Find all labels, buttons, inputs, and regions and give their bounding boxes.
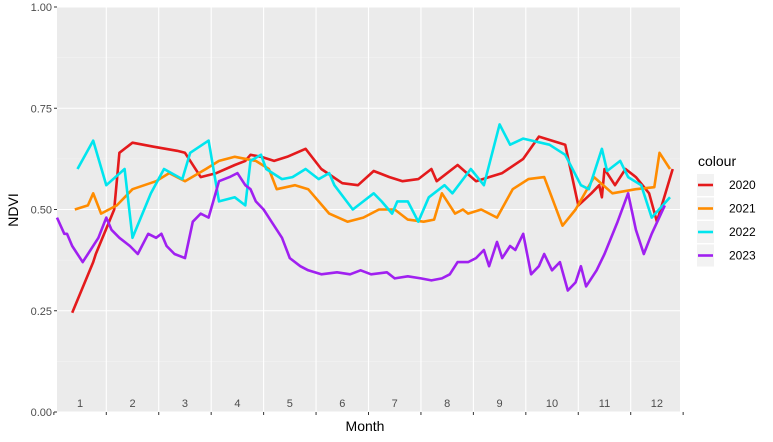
legend-label-2022: 2022 bbox=[729, 225, 756, 239]
legend-title: colour bbox=[698, 153, 736, 169]
x-tick-label: 10 bbox=[546, 398, 558, 410]
series-line-2023 bbox=[55, 171, 666, 292]
x-axis: 1 2 3 4 5 6 7 8 9 10 11 12 bbox=[53, 398, 684, 415]
x-tick-label: 2 bbox=[129, 398, 135, 410]
x-tick-label: 6 bbox=[339, 398, 345, 410]
x-tick-label: 7 bbox=[392, 398, 398, 410]
series-line-2022 bbox=[76, 123, 671, 240]
x-tick-label: 1 bbox=[77, 398, 83, 410]
series-line-2020 bbox=[70, 135, 674, 314]
y-tick-label: 1.00 bbox=[31, 2, 52, 14]
y-tick-label: 0.25 bbox=[31, 306, 52, 318]
y-axis-title: NDVI bbox=[5, 193, 21, 226]
x-tick-label: 11 bbox=[599, 398, 610, 410]
x-tick-label: 9 bbox=[497, 398, 503, 410]
legend-label-2020: 2020 bbox=[729, 178, 756, 192]
x-tick-label: 12 bbox=[651, 398, 663, 410]
legend-label-2023: 2023 bbox=[729, 249, 756, 263]
y-tick-label: 0.00 bbox=[31, 407, 52, 419]
x-axis-title: Month bbox=[346, 418, 385, 434]
series-lines bbox=[55, 123, 674, 314]
legend: colour 2020 2021 2022 2023 bbox=[697, 153, 756, 267]
y-tick-label: 0.75 bbox=[31, 103, 52, 115]
x-tick-label: 3 bbox=[182, 398, 188, 410]
legend-label-2021: 2021 bbox=[729, 202, 756, 216]
x-tick-label: 4 bbox=[234, 398, 240, 410]
x-tick-label: 8 bbox=[444, 398, 450, 410]
y-tick-label: 0.50 bbox=[31, 205, 52, 217]
y-axis: 0.00 0.25 0.50 0.75 1.00 bbox=[31, 2, 57, 419]
x-tick-label: 5 bbox=[287, 398, 293, 410]
